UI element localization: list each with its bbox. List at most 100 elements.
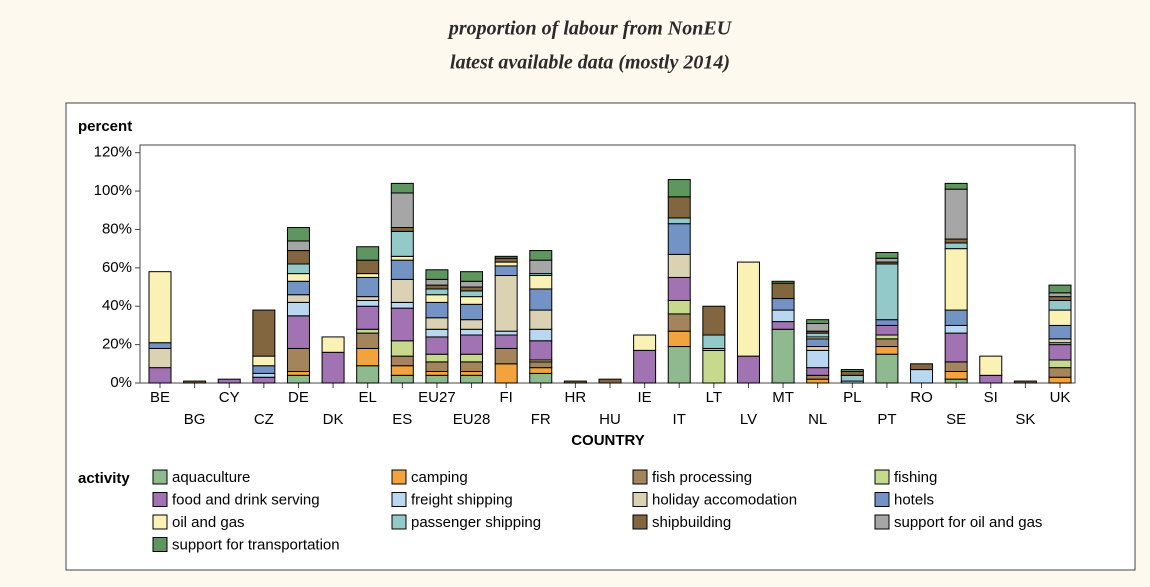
bar-segment: [840, 369, 864, 372]
bar-segment: [356, 347, 380, 367]
legend-swatch: [152, 537, 168, 552]
bar-segment: [425, 361, 449, 372]
bar-segment: [494, 330, 518, 336]
bar-segment: [529, 288, 553, 311]
bar-segment: [252, 376, 276, 384]
bar-segment: [425, 278, 449, 286]
bar-segment: [633, 349, 657, 384]
legend-swatch: [391, 492, 407, 507]
bar-segment: [460, 290, 484, 298]
bar-segment: [529, 250, 553, 261]
bar-segment: [875, 319, 899, 326]
x-tick-label: PT: [877, 411, 896, 428]
bar-segment: [806, 346, 830, 351]
bar-segment: [944, 332, 968, 363]
bar-segment: [390, 340, 414, 357]
legend-swatch: [632, 514, 648, 530]
bar-segment: [702, 334, 726, 349]
bar-segment: [183, 380, 207, 384]
legend-label: aquaculture: [172, 469, 250, 486]
legend-swatch: [152, 514, 168, 530]
x-tick-label: IE: [638, 389, 652, 406]
bar-segment: [1048, 344, 1072, 361]
bar-segment: [875, 263, 899, 321]
bar-segment: [390, 374, 414, 384]
x-tick-label: LV: [740, 411, 757, 428]
bar-segment: [286, 273, 310, 282]
bar-segment: [460, 296, 484, 305]
bar-segment: [390, 278, 414, 303]
bar-segment: [944, 370, 968, 380]
bar-segment: [356, 296, 380, 301]
bar-segment: [460, 328, 484, 336]
bar-segment: [806, 323, 830, 332]
bar-segment: [425, 317, 449, 330]
bar-segment: [425, 269, 449, 280]
bar-segment: [598, 378, 622, 384]
bar-segment: [390, 255, 414, 261]
y-tick-label: 60%: [102, 259, 132, 276]
bar-segment: [667, 346, 691, 384]
bar-segment: [633, 334, 657, 351]
legend-swatch: [874, 514, 890, 530]
bar-segment: [771, 280, 795, 284]
legend-label: support for oil and gas: [894, 514, 1042, 531]
bar-segment: [425, 288, 449, 296]
bar-segment: [806, 338, 830, 348]
bar-segment: [875, 346, 899, 355]
bar-segment: [771, 282, 795, 300]
legend-swatch: [152, 469, 168, 485]
x-tick-label: HU: [599, 411, 621, 428]
bar-segment: [944, 361, 968, 372]
legend-swatch: [391, 469, 407, 485]
bar-segment: [667, 299, 691, 315]
bar-segment: [217, 378, 241, 384]
bar-segment: [425, 284, 449, 290]
bar-segment: [667, 223, 691, 255]
bar-segment: [286, 263, 310, 275]
bar-segment: [840, 370, 864, 376]
bar-segment: [356, 259, 380, 275]
bar-segment: [494, 347, 518, 365]
bar-segment: [148, 347, 172, 369]
bar-segment: [356, 332, 380, 349]
bar-segment: [390, 307, 414, 342]
bar-segment: [771, 321, 795, 330]
legend-swatch: [391, 514, 407, 530]
x-tick-label: SK: [1015, 411, 1035, 428]
x-tick-label: UK: [1050, 389, 1071, 406]
bar-segment: [390, 227, 414, 232]
legend-label: shipbuilding: [652, 514, 731, 531]
bar-segment: [667, 196, 691, 219]
bar-segment: [944, 238, 968, 244]
x-tick-label: MT: [772, 389, 794, 406]
bar-segment: [875, 257, 899, 263]
bar-segment: [286, 240, 310, 252]
bar-segment: [460, 303, 484, 321]
legend-label: fishing: [894, 469, 937, 486]
bar-segment: [356, 305, 380, 330]
x-tick-label: LT: [706, 389, 722, 406]
bar-segment: [1048, 376, 1072, 384]
chart-subtitle: latest available data (mostly 2014): [450, 52, 730, 74]
bar-segment: [460, 286, 484, 292]
bar-segment: [494, 334, 518, 349]
bar-segment: [425, 294, 449, 303]
bar-segment: [1048, 296, 1072, 301]
bar-segment: [356, 273, 380, 278]
bar-segment: [425, 301, 449, 319]
bar-segment: [771, 298, 795, 311]
x-tick-label: ES: [392, 411, 412, 428]
bar-segment: [944, 248, 968, 311]
legend-swatch: [874, 469, 890, 485]
legend-label: fish processing: [652, 469, 752, 486]
bar-segment: [252, 309, 276, 357]
bar-segment: [667, 330, 691, 348]
bar-segment: [356, 246, 380, 261]
bar-segment: [356, 276, 380, 298]
bar-segment: [494, 261, 518, 267]
x-tick-label: RO: [910, 389, 933, 406]
plot-area: [139, 144, 1076, 384]
bar-segment: [529, 309, 553, 330]
bar-segment: [806, 349, 830, 369]
